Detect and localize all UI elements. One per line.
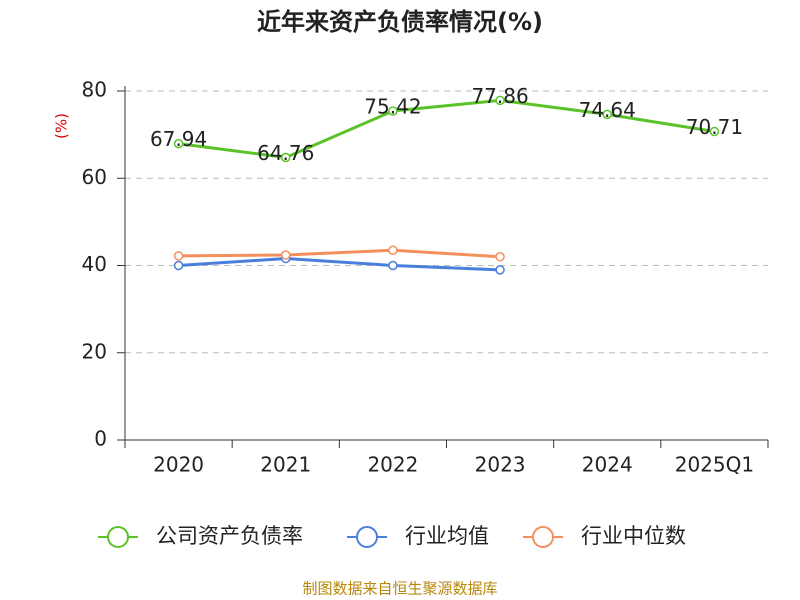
legend-label: 行业中位数 [581,524,686,548]
legend-marker [107,526,129,548]
data-label: 67.94 [150,127,207,151]
data-point [495,252,505,262]
data-label: 74.64 [579,98,636,122]
data-point [495,95,505,106]
source-note: 制图数据来自恒生聚源数据库 [302,580,497,598]
data-point [173,251,184,261]
data-point [602,109,612,120]
x-tick-label: 2021 [260,453,311,477]
data-point [173,138,184,149]
series-line [178,257,501,272]
x-tick-label: 2020 [153,453,204,477]
legend-marker [532,526,554,548]
data-point [709,126,720,137]
chart-title: 近年来资产负债率情况(%) [257,8,543,36]
x-tick-label: 2024 [582,453,633,477]
x-tick-label: 2025Q1 [675,453,754,477]
data-point [495,265,505,275]
legend-label: 行业均值 [405,524,489,548]
y-tick-label: 0 [94,427,107,451]
series-line [178,248,501,259]
data-label: 75.42 [364,94,421,118]
data-label: 77.86 [471,84,528,108]
data-point [173,260,184,271]
data-label: 70.71 [686,115,743,139]
data-point [388,106,398,116]
legend-label: 公司资产负债率 [156,524,303,548]
legend-marker [356,526,378,548]
y-tick-label: 20 [82,339,107,363]
y-tick-label: 40 [82,252,107,276]
y-tick-label: 80 [82,78,107,102]
series-line [178,98,715,160]
data-point [281,250,291,260]
data-point [388,245,398,255]
y-axis-label: (%) [53,113,71,139]
x-tick-label: 2023 [475,453,526,477]
y-tick-label: 60 [82,165,107,189]
data-point [281,152,291,163]
data-point [388,260,398,271]
x-tick-label: 2022 [367,453,418,477]
data-label: 64.76 [257,141,314,165]
